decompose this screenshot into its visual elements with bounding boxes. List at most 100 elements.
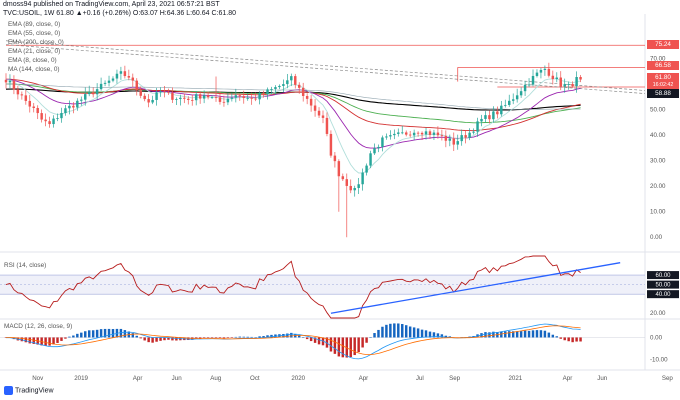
rsi-title: RSI (14, close)	[4, 262, 47, 269]
macd-histogram-bar	[72, 335, 75, 338]
macd-histogram-bar	[349, 337, 352, 358]
ma-144-line	[6, 83, 581, 110]
macd-histogram-bar	[286, 333, 289, 338]
time-axis-tick-label: Oct	[250, 375, 260, 382]
candle-body	[511, 99, 515, 101]
rsi-level-tag	[647, 271, 679, 280]
candle-body	[333, 155, 337, 162]
candle-body	[40, 113, 43, 120]
candle-body	[444, 135, 448, 141]
candle-body	[286, 80, 289, 85]
macd-histogram-bar	[84, 331, 87, 338]
macd-signal-line	[6, 325, 581, 355]
macd-histogram-bar	[357, 337, 360, 353]
macd-histogram-bar	[531, 330, 535, 338]
candle-body	[8, 80, 12, 83]
price-axis-tick-label: 40.00	[650, 132, 666, 139]
candle-body	[440, 135, 444, 137]
macd-histogram-bar	[511, 331, 515, 338]
macd-histogram-bar	[563, 337, 566, 341]
macd-histogram-bar	[56, 337, 59, 343]
tradingview-logo: TradingView	[4, 386, 54, 395]
macd-histogram-bar	[571, 337, 574, 343]
macd-histogram-bar	[365, 337, 368, 343]
macd-histogram-bar	[301, 337, 305, 338]
candle-body	[76, 100, 79, 108]
candle-body	[187, 98, 190, 100]
macd-histogram-bar	[68, 336, 71, 338]
candle-body	[258, 92, 261, 100]
candle-body	[198, 94, 202, 99]
macd-histogram-bar	[44, 337, 47, 346]
price-axis-tick-label: 50.00	[650, 107, 666, 114]
candle-body	[313, 105, 317, 111]
publish-info: dmoss94 published on TradingView.com, Ap…	[3, 1, 220, 8]
macd-histogram-bar	[135, 335, 138, 338]
macd-histogram-bar	[508, 331, 511, 338]
macd-histogram-bar	[385, 324, 388, 338]
candle-body	[262, 92, 265, 94]
candle-body	[527, 84, 531, 86]
candle-body	[52, 118, 55, 125]
candle-body	[91, 92, 95, 95]
candle-body	[369, 153, 372, 166]
time-axis-tick-label: Apr	[359, 375, 369, 382]
candle-body	[44, 119, 47, 122]
macd-line	[6, 323, 581, 360]
candle-body	[361, 172, 364, 185]
candle-body	[151, 99, 154, 103]
macd-histogram-bar	[95, 329, 99, 338]
candle-body	[246, 97, 249, 99]
macd-histogram-bar	[416, 328, 420, 338]
candle-body	[432, 132, 436, 135]
legend-ema-200: EMA (200, close, 0)	[8, 39, 64, 46]
candle-body	[567, 84, 570, 85]
macd-histogram-bar	[60, 337, 63, 341]
macd-histogram-bar	[131, 333, 135, 338]
macd-histogram-bar	[543, 330, 547, 338]
candle-body	[575, 77, 578, 87]
candle-body	[563, 84, 566, 87]
candle-body	[191, 99, 194, 101]
candle-body	[171, 92, 174, 100]
candle-body	[452, 138, 455, 145]
macd-axis-tick-label: -10.00	[650, 356, 668, 363]
candle-body	[87, 92, 91, 95]
candle-body	[64, 108, 67, 114]
candle-body	[515, 95, 519, 100]
candle-body	[242, 96, 245, 99]
macd-histogram-bar	[230, 337, 234, 338]
candle-body	[472, 131, 475, 133]
candle-body	[60, 113, 63, 119]
candle-body	[397, 132, 400, 134]
candle-body	[436, 132, 440, 136]
candle-body	[341, 176, 345, 180]
time-axis-tick-label: Sep	[449, 375, 461, 382]
rsi-line	[5, 255, 581, 319]
macd-histogram-bar	[159, 337, 162, 341]
macd-histogram-bar	[309, 337, 313, 342]
macd-histogram-bar	[333, 337, 337, 354]
candle-body	[428, 131, 432, 135]
macd-histogram-bar	[266, 335, 269, 338]
macd-histogram-bar	[305, 337, 309, 340]
macd-histogram-bar	[238, 336, 242, 338]
candle-body	[206, 95, 210, 98]
candle-body	[393, 133, 396, 136]
macd-histogram-bar	[404, 325, 408, 338]
macd-histogram-bar	[258, 336, 261, 338]
macd-histogram-bar	[246, 336, 249, 338]
candle-body	[555, 77, 559, 80]
candle-body	[290, 76, 293, 81]
candle-body	[155, 92, 158, 100]
macd-histogram-bar	[254, 337, 257, 338]
macd-histogram-bar	[535, 330, 539, 338]
macd-histogram-bar	[76, 333, 79, 338]
candle-body	[230, 97, 234, 99]
macd-histogram-bar	[408, 326, 412, 338]
macd-histogram-bar	[341, 337, 345, 358]
candle-body	[270, 88, 273, 90]
macd-histogram-bar	[111, 329, 115, 338]
candle-body	[115, 73, 119, 79]
candle-body	[317, 110, 321, 116]
